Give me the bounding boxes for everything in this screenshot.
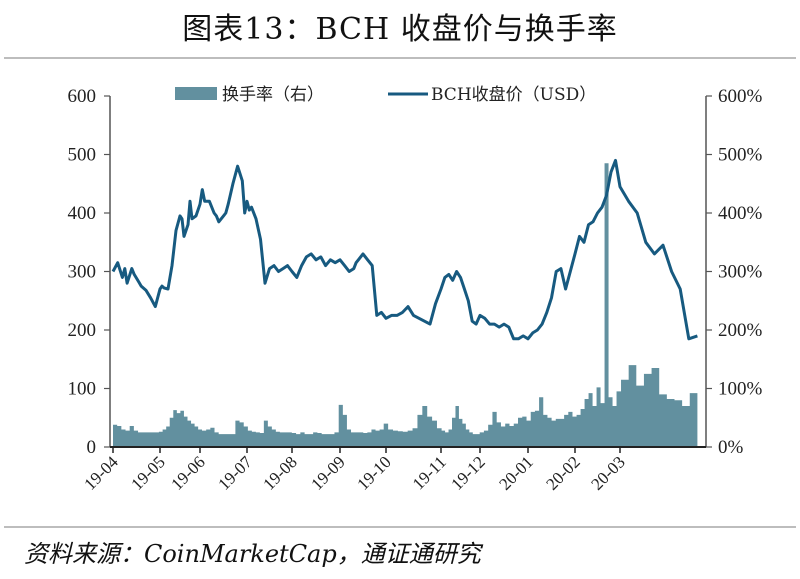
legend: 换手率（右） BCH收盘价（USD） [175,85,596,105]
x-axis-tick-label: 19-12 [447,452,488,493]
legend-turnover-label: 换手率（右） [222,85,324,105]
right-axis-tick-label: 600% [718,86,763,107]
right-axis-tick-label: 400% [718,203,763,224]
source-divider [4,526,796,528]
x-axis-tick-label: 19-05 [127,452,168,493]
price-line [111,158,698,341]
x-axis-tick-label: 19-04 [80,452,122,494]
legend-turnover-swatch [175,87,217,100]
x-axis-tick-label: 19-09 [307,452,348,493]
right-axis-tick-label: 100% [718,379,763,400]
x-axis-tick-label: 20-02 [542,452,583,493]
left-axis-tick-label: 200 [68,320,97,341]
x-axis-tick-label: 20-01 [495,452,536,493]
x-axis-tick-label: 19-10 [353,452,394,493]
price-line-series [111,158,698,341]
right-axis-tick-label: 500% [718,145,763,166]
right-axis-tick-label: 300% [718,262,763,283]
turnover-area [113,163,698,447]
left-axis-tick-label: 300 [68,262,97,283]
source-note: 资料来源：CoinMarketCap，通证通研究 [24,540,481,568]
x-axis-tick-label: 19-06 [167,452,208,493]
x-axis-tick-label: 19-07 [214,452,256,494]
turnover-area-series [113,163,698,447]
right-axis-tick-label: 0% [718,437,744,458]
x-axis-tick-label: 20-03 [587,452,628,493]
left-axis-tick-label: 500 [68,145,97,166]
left-axis-tick-label: 600 [68,86,97,107]
right-axis-tick-label: 200% [718,320,763,341]
x-axis-tick-label: 19-11 [409,452,450,493]
chart-title: 图表13：BCH 收盘价与换手率 [182,12,618,47]
legend-price-label: BCH收盘价（USD） [431,85,596,105]
x-axis-tick-label: 19-08 [259,452,300,493]
left-axis-tick-label: 100 [68,379,97,400]
title-divider [4,57,796,59]
left-axis-tick-label: 400 [68,203,97,224]
left-axis-tick-label: 0 [87,437,97,458]
